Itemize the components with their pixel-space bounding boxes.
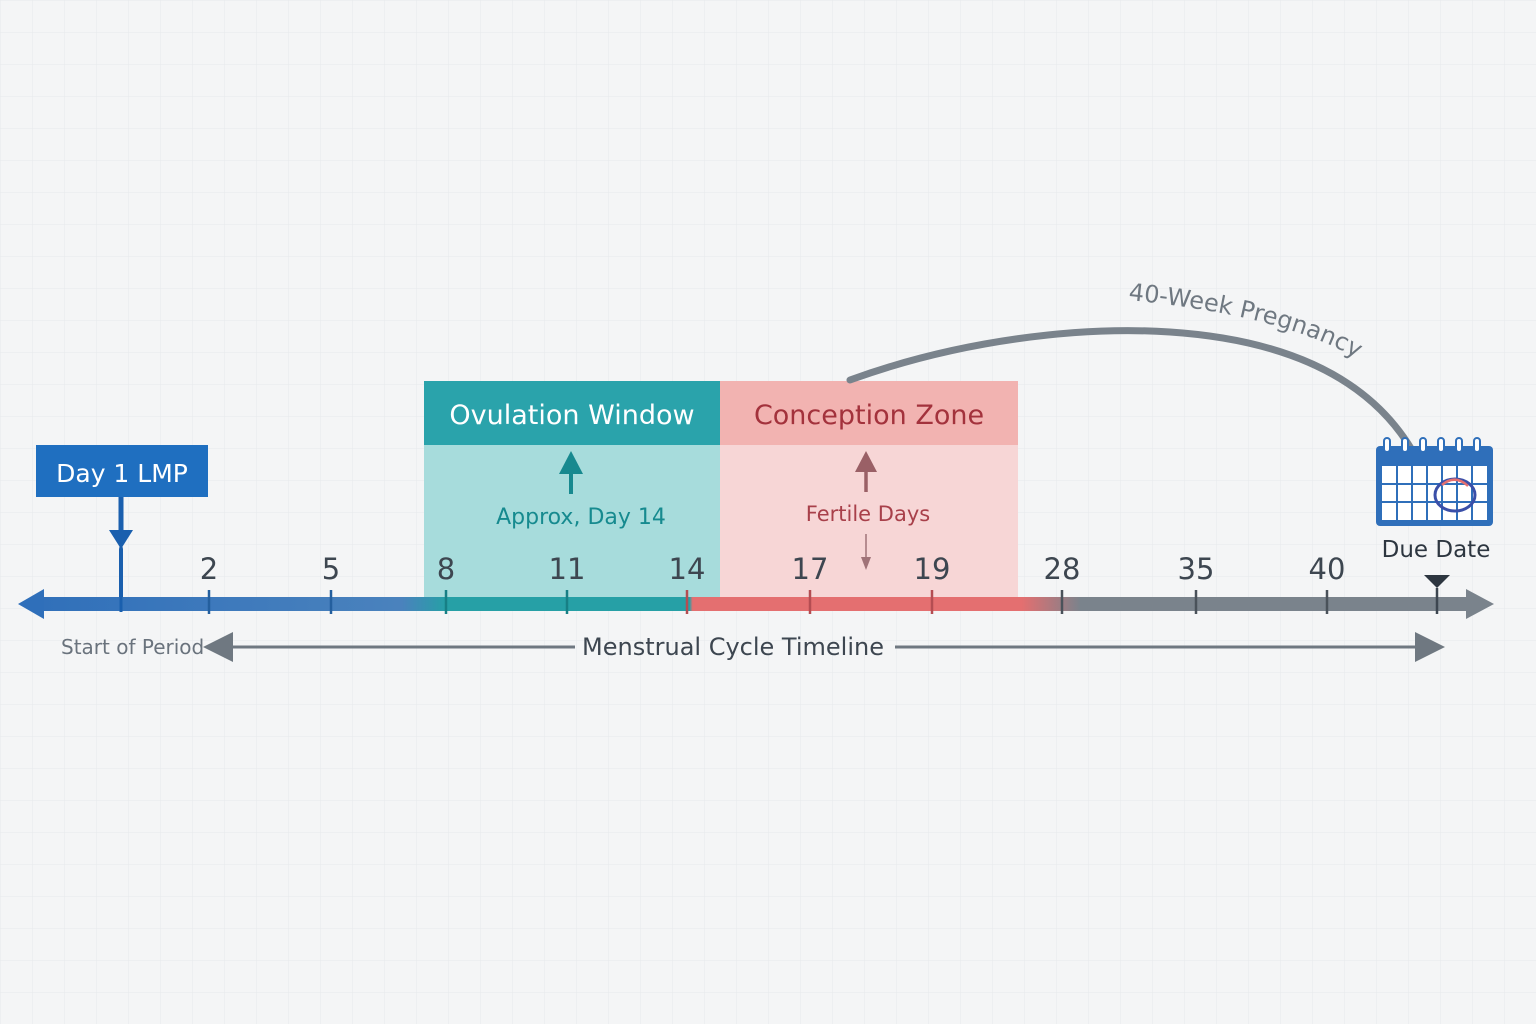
conception-zone: Conception Zone Fertile Days	[720, 381, 1018, 597]
start-of-period-label: Start of Period	[61, 635, 204, 659]
down-arrow-icon	[109, 530, 133, 549]
tick-label: 2	[200, 552, 218, 586]
cycle-timeline-label-row: Start of Period Menstrual Cycle Timeline	[61, 632, 1445, 662]
calendar-icon	[1376, 437, 1493, 526]
tick-label: 8	[437, 552, 455, 586]
down-arrow-icon	[861, 534, 871, 570]
tick-label: 11	[549, 552, 586, 586]
timeline-label: Menstrual Cycle Timeline	[582, 633, 884, 661]
axis-bar	[40, 597, 1472, 611]
tick-label: 35	[1178, 552, 1215, 586]
left-arrowhead-icon	[18, 589, 44, 619]
lmp-label-box	[36, 445, 208, 497]
tick-label: 40	[1309, 552, 1346, 586]
conception-title: Conception Zone	[754, 400, 984, 431]
tick-label: 19	[914, 552, 951, 586]
ovulation-window-zone: Ovulation Window Approx, Day 14	[424, 381, 720, 597]
lmp-marker: Day 1 LMP	[36, 445, 208, 604]
timeline-axis	[18, 575, 1494, 619]
due-date-marker-icon	[1424, 575, 1450, 588]
tick-label: 5	[322, 552, 340, 586]
ovulation-title: Ovulation Window	[449, 400, 694, 431]
conception-zone-header	[720, 381, 1018, 445]
lmp-pointer	[119, 540, 123, 604]
ovulation-note: Approx, Day 14	[496, 505, 666, 530]
tick-label: 17	[792, 552, 829, 586]
due-date-label: Due Date	[1382, 537, 1491, 563]
up-arrow-icon	[855, 451, 877, 492]
tick-label: 28	[1044, 552, 1081, 586]
up-arrow-icon	[559, 451, 583, 494]
right-arrowhead-icon	[1466, 589, 1494, 619]
lmp-label: Day 1 LMP	[56, 459, 188, 488]
ovulation-zone-header	[424, 381, 720, 445]
tick-label: 14	[669, 552, 706, 586]
conception-note: Fertile Days	[806, 502, 930, 526]
axis-ticks: 2 5 8 11 14 17 19 28 35 40	[200, 552, 1346, 614]
